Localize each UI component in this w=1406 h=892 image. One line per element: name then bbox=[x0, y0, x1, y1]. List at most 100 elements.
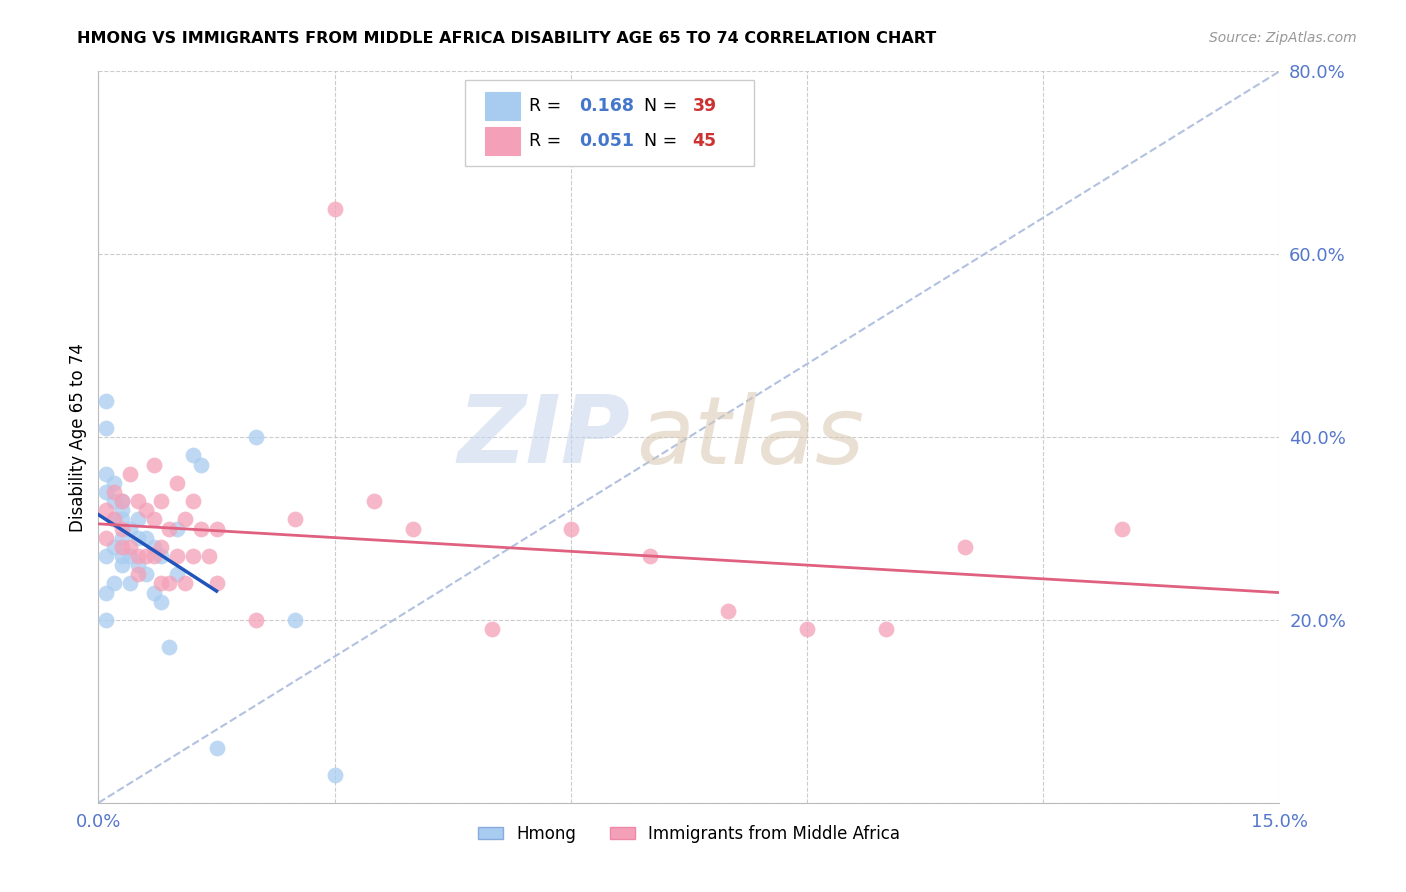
Y-axis label: Disability Age 65 to 74: Disability Age 65 to 74 bbox=[69, 343, 87, 532]
Text: Source: ZipAtlas.com: Source: ZipAtlas.com bbox=[1209, 31, 1357, 45]
Point bbox=[150, 576, 173, 591]
Point bbox=[142, 512, 165, 526]
Point bbox=[111, 531, 134, 545]
Point bbox=[181, 494, 204, 508]
Point bbox=[205, 521, 228, 535]
Point bbox=[111, 521, 134, 535]
Point bbox=[118, 467, 141, 481]
Text: HMONG VS IMMIGRANTS FROM MIDDLE AFRICA DISABILITY AGE 65 TO 74 CORRELATION CHART: HMONG VS IMMIGRANTS FROM MIDDLE AFRICA D… bbox=[77, 31, 936, 46]
Point bbox=[96, 613, 118, 627]
Point bbox=[111, 494, 134, 508]
Text: ZIP: ZIP bbox=[457, 391, 630, 483]
Point bbox=[142, 458, 165, 472]
Point bbox=[96, 485, 118, 500]
Point bbox=[118, 576, 141, 591]
Point bbox=[111, 503, 134, 517]
Point bbox=[245, 613, 267, 627]
Point bbox=[127, 549, 149, 563]
Point bbox=[135, 567, 157, 582]
Point bbox=[181, 448, 204, 462]
Text: N =: N = bbox=[634, 97, 683, 115]
Point bbox=[127, 558, 149, 573]
Point bbox=[157, 640, 180, 655]
Point bbox=[103, 576, 125, 591]
Text: 0.168: 0.168 bbox=[579, 97, 634, 115]
Bar bbox=[485, 127, 520, 154]
Point bbox=[150, 594, 173, 608]
Point bbox=[103, 540, 125, 554]
Point bbox=[205, 740, 228, 755]
Text: 0.051: 0.051 bbox=[579, 132, 634, 150]
Point bbox=[166, 567, 188, 582]
Point bbox=[111, 558, 134, 573]
Point bbox=[197, 549, 219, 563]
Point bbox=[166, 549, 188, 563]
Point bbox=[150, 494, 173, 508]
Point bbox=[157, 576, 180, 591]
Point bbox=[953, 540, 976, 554]
Point bbox=[111, 494, 134, 508]
Point bbox=[96, 503, 118, 517]
Point bbox=[166, 475, 188, 490]
Point bbox=[103, 485, 125, 500]
Point bbox=[103, 494, 125, 508]
Point bbox=[118, 540, 141, 554]
Point bbox=[127, 531, 149, 545]
Point bbox=[127, 512, 149, 526]
Text: R =: R = bbox=[530, 97, 567, 115]
Point bbox=[111, 549, 134, 563]
Point bbox=[323, 768, 346, 782]
Point bbox=[1111, 521, 1133, 535]
Point bbox=[118, 521, 141, 535]
Point bbox=[481, 622, 503, 636]
Point bbox=[363, 494, 385, 508]
Point bbox=[284, 613, 307, 627]
Point bbox=[190, 458, 212, 472]
Point bbox=[181, 549, 204, 563]
Text: 45: 45 bbox=[693, 132, 717, 150]
Point bbox=[135, 531, 157, 545]
Point bbox=[638, 549, 661, 563]
Point bbox=[118, 549, 141, 563]
Point bbox=[150, 540, 173, 554]
Point bbox=[96, 467, 118, 481]
Point bbox=[174, 576, 197, 591]
Point bbox=[717, 604, 740, 618]
Text: R =: R = bbox=[530, 132, 567, 150]
Legend: Hmong, Immigrants from Middle Africa: Hmong, Immigrants from Middle Africa bbox=[471, 818, 907, 849]
Text: 39: 39 bbox=[693, 97, 717, 115]
Point bbox=[142, 540, 165, 554]
Point bbox=[96, 393, 118, 408]
Point bbox=[174, 512, 197, 526]
Bar bbox=[485, 92, 520, 120]
Point bbox=[103, 512, 125, 526]
Point bbox=[103, 512, 125, 526]
Point bbox=[150, 549, 173, 563]
Text: N =: N = bbox=[634, 132, 683, 150]
Point bbox=[402, 521, 425, 535]
Point bbox=[796, 622, 818, 636]
Point bbox=[135, 549, 157, 563]
Point bbox=[142, 549, 165, 563]
Point bbox=[323, 202, 346, 216]
Point bbox=[166, 521, 188, 535]
Point bbox=[96, 549, 118, 563]
Text: atlas: atlas bbox=[636, 392, 865, 483]
Point bbox=[127, 567, 149, 582]
Point bbox=[111, 540, 134, 554]
Point bbox=[205, 576, 228, 591]
Point bbox=[284, 512, 307, 526]
Point bbox=[245, 430, 267, 444]
Point bbox=[96, 531, 118, 545]
Point bbox=[96, 585, 118, 599]
Point bbox=[103, 475, 125, 490]
Point bbox=[96, 421, 118, 435]
Point bbox=[190, 521, 212, 535]
Point bbox=[135, 503, 157, 517]
Point bbox=[111, 512, 134, 526]
FancyBboxPatch shape bbox=[464, 80, 754, 167]
Point bbox=[875, 622, 897, 636]
Point bbox=[560, 521, 582, 535]
Point bbox=[157, 521, 180, 535]
Point bbox=[127, 494, 149, 508]
